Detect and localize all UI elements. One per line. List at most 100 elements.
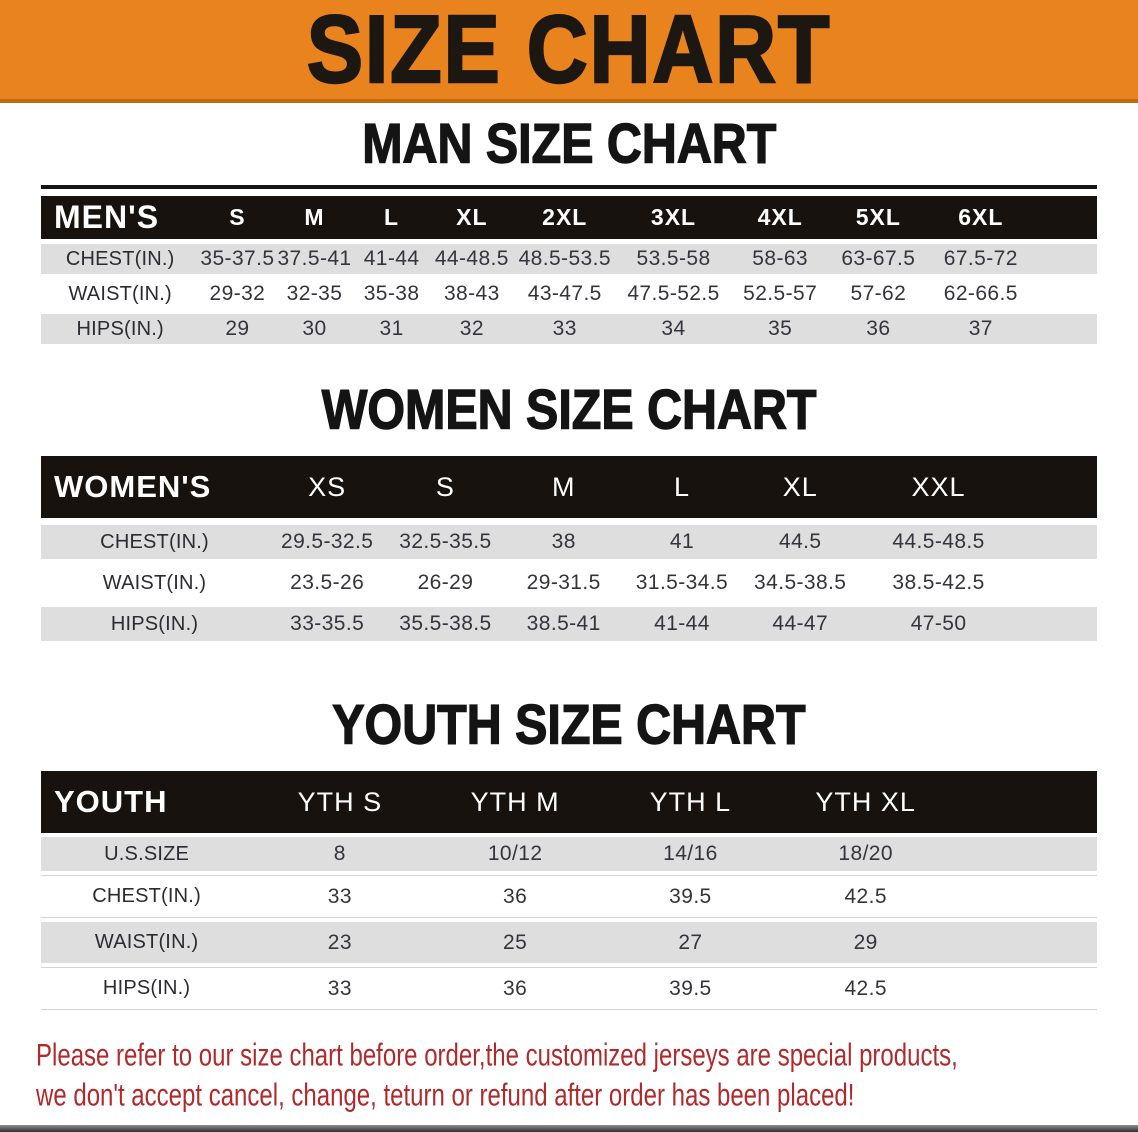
size-cell: 34 bbox=[615, 314, 732, 344]
women-col-header: M bbox=[504, 456, 623, 518]
banner-title: SIZE CHART bbox=[306, 0, 832, 103]
size-cell: 33 bbox=[514, 314, 616, 344]
men-chest-row: CHEST(IN.) 35-37.5 37.5-41 41-44 44-48.5… bbox=[41, 244, 1097, 274]
row-label: WAIST(IN.) bbox=[41, 566, 269, 600]
size-cell: 42.5 bbox=[778, 967, 954, 1010]
youth-size-table: YOUTH YTH S YTH M YTH L YTH XL U.S.SIZE … bbox=[41, 767, 1097, 1014]
size-cell: 25 bbox=[427, 922, 603, 963]
size-cell: 41 bbox=[622, 525, 742, 559]
size-cell: 39.5 bbox=[602, 967, 779, 1010]
size-cell: 53.5-58 bbox=[615, 244, 732, 274]
women-col-header: XL bbox=[741, 456, 860, 518]
size-cell: 44-47 bbox=[741, 607, 860, 641]
size-cell: 62-66.5 bbox=[927, 279, 1034, 309]
order-policy-line: Please refer to our size chart before or… bbox=[36, 1036, 1138, 1076]
women-col-header: L bbox=[622, 456, 742, 518]
size-cell: 36 bbox=[427, 875, 603, 918]
bottom-edge-bar bbox=[0, 1125, 1138, 1132]
women-col-header: XXL bbox=[859, 456, 1018, 518]
size-cell: 47-50 bbox=[859, 607, 1018, 641]
youth-col-header: YTH M bbox=[427, 771, 603, 833]
size-cell: 67.5-72 bbox=[927, 244, 1034, 274]
youth-col-header: YTH L bbox=[602, 771, 779, 833]
order-policy-line: we don't accept cancel, change, teturn o… bbox=[36, 1076, 1138, 1116]
women-header-row: WOMEN'S XS S M L XL XXL bbox=[41, 456, 1097, 518]
youth-hips-row: HIPS(IN.) 33 36 39.5 42.5 bbox=[41, 967, 1097, 1010]
men-col-header: M bbox=[275, 196, 354, 239]
size-cell: 33 bbox=[252, 967, 428, 1010]
size-cell: 29 bbox=[199, 314, 276, 344]
men-col-header: L bbox=[353, 196, 430, 239]
size-cell: 44.5-48.5 bbox=[859, 525, 1018, 559]
row-label: U.S.SIZE bbox=[41, 837, 253, 871]
size-cell: 43-47.5 bbox=[514, 279, 616, 309]
size-cell: 37.5-41 bbox=[275, 244, 354, 274]
size-cell: 31 bbox=[353, 314, 430, 344]
spacer-cell bbox=[1017, 456, 1097, 518]
size-cell: 39.5 bbox=[602, 875, 779, 918]
size-cell: 23.5-26 bbox=[268, 566, 387, 600]
youth-section-heading-text: YOUTH SIZE CHART bbox=[332, 692, 806, 756]
size-cell: 38 bbox=[504, 525, 623, 559]
men-col-header: 3XL bbox=[615, 196, 732, 239]
size-cell: 63-67.5 bbox=[828, 244, 928, 274]
spacer-cell bbox=[1033, 196, 1097, 239]
women-size-table: WOMEN'S XS S M L XL XXL CHEST(IN.) 29.5-… bbox=[41, 449, 1097, 648]
size-cell: 27 bbox=[602, 922, 779, 963]
size-cell: 38.5-42.5 bbox=[859, 566, 1018, 600]
size-cell: 58-63 bbox=[731, 244, 829, 274]
row-label: CHEST(IN.) bbox=[41, 525, 269, 559]
women-section-heading-text: WOMEN SIZE CHART bbox=[321, 377, 817, 441]
men-section-heading: MAN SIZE CHART bbox=[0, 111, 1138, 175]
size-cell: 35.5-38.5 bbox=[386, 607, 505, 641]
size-cell: 42.5 bbox=[778, 875, 954, 918]
size-cell: 36 bbox=[427, 967, 603, 1010]
youth-chest-row: CHEST(IN.) 33 36 39.5 42.5 bbox=[41, 875, 1097, 918]
spacer-cell bbox=[953, 837, 1097, 871]
men-hips-row: HIPS(IN.) 29 30 31 32 33 34 35 36 37 bbox=[41, 314, 1097, 344]
youth-waist-row: WAIST(IN.) 23 25 27 29 bbox=[41, 922, 1097, 963]
row-label: CHEST(IN.) bbox=[41, 875, 253, 918]
spacer-cell bbox=[1017, 566, 1097, 600]
size-cell: 14/16 bbox=[602, 837, 779, 871]
youth-header-row: YOUTH YTH S YTH M YTH L YTH XL bbox=[41, 771, 1097, 833]
men-col-header: 2XL bbox=[514, 196, 616, 239]
men-section-heading-text: MAN SIZE CHART bbox=[361, 111, 777, 175]
spacer-cell bbox=[953, 771, 1097, 833]
spacer-cell bbox=[1017, 525, 1097, 559]
spacer-cell bbox=[953, 875, 1097, 918]
size-cell: 41-44 bbox=[353, 244, 430, 274]
order-policy-line1-text: Please refer to our size chart before or… bbox=[36, 1038, 958, 1073]
size-cell: 29 bbox=[778, 922, 954, 963]
size-cell: 44-48.5 bbox=[429, 244, 515, 274]
size-cell: 57-62 bbox=[828, 279, 928, 309]
size-cell: 30 bbox=[275, 314, 354, 344]
women-col-header: S bbox=[386, 456, 505, 518]
row-label: HIPS(IN.) bbox=[41, 314, 200, 344]
men-col-header: XL bbox=[429, 196, 515, 239]
spacer-cell bbox=[1033, 279, 1097, 309]
size-cell: 33 bbox=[252, 875, 428, 918]
men-waist-row: WAIST(IN.) 29-32 32-35 35-38 38-43 43-47… bbox=[41, 279, 1097, 309]
size-cell: 33-35.5 bbox=[268, 607, 387, 641]
spacer-cell bbox=[953, 967, 1097, 1010]
size-cell: 35 bbox=[731, 314, 829, 344]
size-cell: 18/20 bbox=[778, 837, 954, 871]
youth-table-title: YOUTH bbox=[41, 771, 253, 833]
youth-ussize-row: U.S.SIZE 8 10/12 14/16 18/20 bbox=[41, 837, 1097, 871]
size-cell: 41-44 bbox=[622, 607, 742, 641]
men-header-row: MEN'S S M L XL 2XL 3XL 4XL 5XL 6XL bbox=[41, 196, 1097, 239]
row-label: WAIST(IN.) bbox=[41, 922, 253, 963]
size-cell: 26-29 bbox=[386, 566, 505, 600]
size-cell: 29.5-32.5 bbox=[268, 525, 387, 559]
women-hips-row: HIPS(IN.) 33-35.5 35.5-38.5 38.5-41 41-4… bbox=[41, 607, 1097, 641]
size-cell: 36 bbox=[828, 314, 928, 344]
women-waist-row: WAIST(IN.) 23.5-26 26-29 29-31.5 31.5-34… bbox=[41, 566, 1097, 600]
size-cell: 32.5-35.5 bbox=[386, 525, 505, 559]
size-chart-banner: SIZE CHART bbox=[0, 0, 1138, 103]
youth-section-heading: YOUTH SIZE CHART bbox=[0, 692, 1138, 756]
size-cell: 38.5-41 bbox=[504, 607, 623, 641]
row-label: HIPS(IN.) bbox=[41, 967, 253, 1010]
spacer-cell bbox=[1033, 244, 1097, 274]
women-table-title: WOMEN'S bbox=[41, 456, 269, 518]
